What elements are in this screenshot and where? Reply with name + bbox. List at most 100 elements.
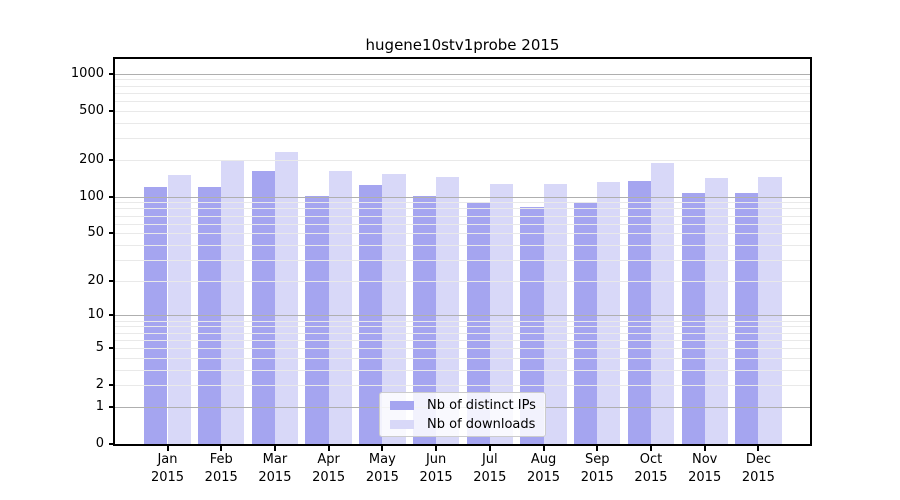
y-tick-mark-10 — [109, 314, 115, 317]
y-tick-mark-5 — [109, 346, 115, 349]
x-tick-label-sep: Sep 2015 — [580, 452, 614, 486]
bar-downloads-apr — [328, 170, 352, 444]
gridline-700 — [115, 92, 810, 94]
bar-distinct-ips-jan — [144, 186, 168, 444]
y-tick-mark-20 — [109, 279, 115, 282]
gridline-600 — [115, 101, 810, 103]
x-tick-label-may: May 2015 — [365, 452, 399, 486]
legend-swatch-downloads — [390, 419, 414, 429]
gridline-9 — [115, 320, 810, 322]
bar-distinct-ips-oct — [627, 181, 651, 444]
gridline-2 — [115, 385, 810, 387]
x-tick-label-oct: Oct 2015 — [634, 452, 668, 486]
y-tick-label-0: 0 — [95, 436, 104, 451]
x-tick-mark-aug — [542, 446, 545, 451]
bar-distinct-ips-apr — [305, 195, 329, 444]
legend-item-downloads: Nb of downloads — [386, 417, 539, 432]
gridline-5 — [115, 347, 810, 349]
x-tick-label-mar: Mar 2015 — [258, 452, 292, 486]
gridline-10 — [115, 315, 810, 317]
x-tick-label-jun: Jun 2015 — [419, 452, 453, 486]
y-tick-label-2: 2 — [95, 377, 104, 393]
bar-downloads-feb — [221, 161, 245, 444]
gridline-7 — [115, 332, 810, 334]
gridline-20 — [115, 280, 810, 282]
bar-downloads-jan — [167, 174, 191, 444]
y-tick-label-20: 20 — [87, 272, 104, 288]
y-tick-mark-200 — [109, 158, 115, 161]
legend-label-downloads: Nb of downloads — [427, 416, 536, 432]
gridline-900 — [115, 79, 810, 81]
x-tick-mark-jan — [166, 446, 169, 451]
x-tick-label-jul: Jul 2015 — [473, 452, 507, 486]
gridline-40 — [115, 244, 810, 246]
bar-distinct-ips-may — [359, 184, 383, 444]
y-tick-mark-1 — [109, 405, 115, 408]
y-tick-mark-100 — [109, 195, 115, 198]
bar-downloads-sep — [597, 181, 621, 444]
gridline-100 — [115, 196, 810, 198]
x-tick-label-apr: Apr 2015 — [312, 452, 346, 486]
x-tick-mark-apr — [327, 446, 330, 451]
x-tick-label-aug: Aug 2015 — [526, 452, 561, 486]
gridline-30 — [115, 259, 810, 261]
gridline-500 — [115, 110, 810, 112]
gridline-200 — [115, 159, 810, 161]
bar-downloads-jul — [489, 183, 513, 444]
x-tick-mark-mar — [273, 446, 276, 451]
bar-distinct-ips-feb — [198, 186, 222, 444]
chart-title: hugene10stv1probe 2015 — [365, 36, 560, 54]
y-tick-label-500: 500 — [79, 102, 104, 118]
y-tick-label-100: 100 — [79, 188, 104, 204]
x-tick-mark-jun — [435, 446, 438, 451]
gridline-300 — [115, 138, 810, 140]
gridline-400 — [115, 122, 810, 124]
x-tick-label-nov: Nov 2015 — [688, 452, 722, 486]
bar-downloads-oct — [650, 163, 675, 444]
bar-distinct-ips-nov — [681, 193, 705, 444]
x-tick-mark-nov — [703, 446, 706, 451]
bar-downloads-mar — [274, 151, 299, 444]
gridline-50 — [115, 233, 810, 235]
bar-downloads-may — [382, 174, 406, 444]
gridline-90 — [115, 202, 810, 204]
y-tick-mark-0 — [109, 443, 115, 445]
bar-distinct-ips-mar — [251, 171, 275, 444]
gridline-3 — [115, 369, 810, 371]
gridline-1000 — [115, 73, 810, 75]
y-tick-mark-500 — [109, 109, 115, 112]
y-tick-label-50: 50 — [87, 225, 104, 241]
gridline-4 — [115, 357, 810, 359]
bar-downloads-dec — [758, 176, 782, 444]
plot-area — [115, 59, 810, 444]
bar-downloads-nov — [704, 178, 728, 444]
bar-downloads-aug — [543, 183, 567, 444]
legend: Nb of distinct IPs Nb of downloads — [379, 392, 546, 437]
x-tick-mark-feb — [220, 446, 223, 451]
bar-distinct-ips-jun — [412, 195, 437, 444]
legend-label-distinct-ips: Nb of distinct IPs — [427, 397, 536, 413]
y-tick-label-200: 200 — [79, 151, 104, 167]
x-tick-label-jan: Jan 2015 — [150, 452, 185, 486]
gridline-70 — [115, 215, 810, 217]
gridline-6 — [115, 339, 810, 341]
y-tick-mark-2 — [109, 384, 115, 387]
gridline-8 — [115, 326, 810, 328]
y-tick-mark-1000 — [109, 72, 115, 75]
y-tick-mark-50 — [109, 232, 115, 235]
gridline-80 — [115, 208, 810, 210]
legend-swatch-distinct-ips — [390, 400, 414, 410]
x-tick-mark-oct — [649, 446, 652, 451]
y-tick-label-1: 1 — [95, 398, 104, 414]
legend-item-distinct-ips: Nb of distinct IPs — [386, 398, 539, 413]
bar-downloads-jun — [436, 176, 460, 444]
bar-distinct-ips-sep — [574, 203, 598, 444]
bar-distinct-ips-jul — [466, 201, 490, 444]
y-tick-label-5: 5 — [95, 339, 104, 355]
gridline-800 — [115, 85, 810, 87]
y-tick-label-1000: 1000 — [70, 65, 104, 81]
x-tick-label-feb: Feb 2015 — [204, 452, 238, 486]
bar-distinct-ips-aug — [520, 207, 544, 444]
gridline-60 — [115, 223, 810, 225]
